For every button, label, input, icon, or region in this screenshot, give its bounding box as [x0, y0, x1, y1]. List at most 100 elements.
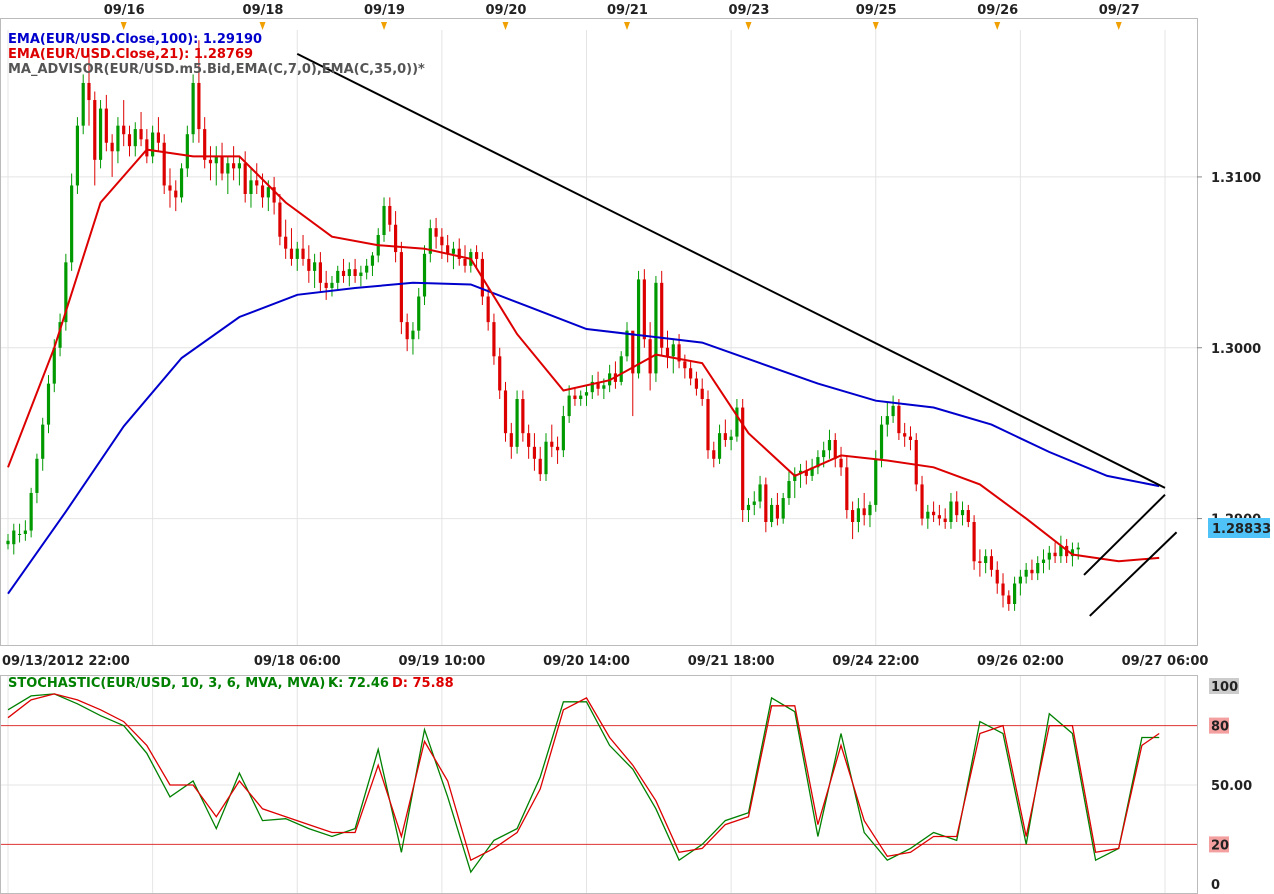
candle-body — [561, 416, 565, 451]
candle-body — [521, 399, 525, 434]
candle-body — [712, 450, 716, 459]
candle-body — [255, 180, 259, 186]
candle-body — [845, 467, 849, 511]
candle-body — [1001, 583, 1005, 596]
candle-body — [885, 416, 889, 425]
bottom-time-label: 09/19 10:00 — [398, 654, 485, 669]
candle-body — [804, 470, 808, 476]
candle-body — [6, 540, 10, 545]
candle-body — [289, 248, 294, 259]
candle-body — [1041, 559, 1046, 563]
date-marker — [872, 22, 879, 30]
candle-body — [960, 510, 965, 516]
candle-body — [654, 282, 658, 374]
candle-body — [52, 347, 56, 384]
candle-body — [619, 356, 623, 382]
candle-body — [810, 467, 814, 476]
candle-body — [179, 168, 184, 198]
candle-body — [636, 279, 641, 374]
candle-body — [1007, 595, 1011, 604]
candle-body — [862, 508, 866, 516]
candle-body — [874, 458, 878, 505]
candle-body — [411, 330, 415, 340]
candle-body — [220, 156, 224, 174]
candle-body — [58, 322, 62, 348]
candle-body — [174, 190, 178, 198]
top-date-label: 09/21 — [607, 3, 648, 18]
candle-body — [75, 125, 80, 186]
candle-body — [851, 510, 855, 522]
candle-body — [451, 248, 456, 254]
candle-body — [735, 407, 739, 437]
date-marker — [994, 22, 1001, 30]
candle-body — [625, 330, 629, 357]
candle-body — [301, 248, 305, 259]
candle-body — [388, 205, 392, 225]
candle-body — [486, 296, 490, 323]
candle-body — [677, 344, 681, 362]
candle-body — [665, 347, 670, 357]
candle-body — [538, 458, 542, 475]
stoch-d-line — [7, 693, 1160, 862]
candle-body — [532, 446, 537, 459]
candle-body — [781, 498, 785, 519]
stoch-level-tag — [1209, 836, 1229, 853]
axes: 1.31001.30001.29001008050.0020009/1609/1… — [0, 3, 1261, 894]
candle-body — [515, 399, 519, 447]
candle-body — [822, 450, 826, 458]
top-date-label: 09/26 — [977, 3, 1018, 18]
candle-body — [689, 368, 693, 379]
candle-body — [984, 556, 988, 563]
candle-body — [1070, 549, 1075, 557]
candle-body — [457, 248, 461, 259]
top-date-label: 09/16 — [104, 3, 145, 18]
overlays — [7, 53, 1178, 617]
stoch-axis-label: 20 — [1211, 838, 1229, 853]
candle-body — [324, 282, 328, 288]
candle-body — [498, 356, 502, 391]
stochastic-lines — [7, 693, 1160, 874]
candle-body — [81, 82, 85, 126]
candle-body — [191, 82, 195, 135]
top-date-label: 09/19 — [364, 3, 405, 18]
candle-body — [631, 330, 635, 374]
candle-body — [1030, 569, 1034, 574]
candle-body — [307, 258, 311, 271]
candle-body — [12, 530, 16, 545]
candle-body — [226, 163, 230, 174]
candle-body — [955, 501, 959, 516]
candle-body — [440, 236, 444, 246]
candle-body — [700, 388, 704, 399]
candle-body — [764, 484, 768, 522]
candle-body — [856, 508, 860, 522]
candle-body — [972, 522, 976, 562]
candle-body — [156, 132, 161, 143]
candle-body — [752, 501, 756, 505]
candle-body — [313, 262, 317, 271]
candle-body — [64, 262, 68, 323]
candle-body — [897, 405, 901, 434]
candle-body — [162, 142, 166, 186]
candle-body — [284, 236, 288, 249]
candle-body — [839, 458, 843, 468]
candle-body — [567, 395, 571, 417]
candle-body — [671, 344, 675, 357]
date-marker — [120, 22, 127, 30]
date-marker — [381, 22, 388, 30]
stoch-legend-d: D: 75.88 — [392, 676, 454, 691]
bottom-time-label: 09/13/2012 22:00 — [2, 654, 130, 669]
candle-body — [17, 533, 22, 535]
candle-body — [758, 484, 762, 502]
candle-body — [1024, 569, 1028, 577]
legend-ema21: EMA(EUR/USD.Close,21): 1.28769 — [8, 47, 253, 62]
candle-body — [527, 433, 531, 447]
bottom-time-label: 09/24 22:00 — [832, 654, 919, 669]
candle-body — [139, 129, 143, 140]
top-date-label: 09/25 — [856, 3, 897, 18]
candle-body — [359, 272, 363, 276]
candle-body — [127, 134, 132, 147]
candle-body — [422, 253, 427, 297]
candle-body — [353, 269, 357, 276]
main-frame — [0, 18, 1198, 646]
